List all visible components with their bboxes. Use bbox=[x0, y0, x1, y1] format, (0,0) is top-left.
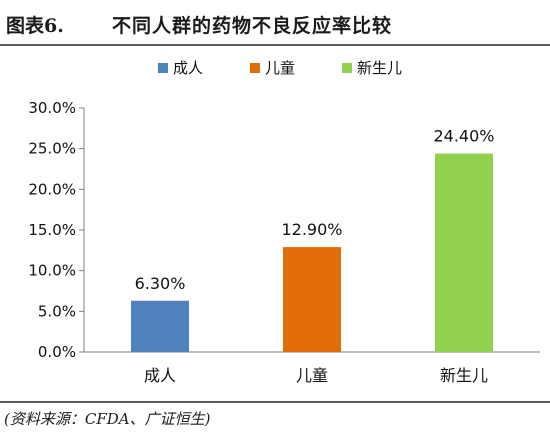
source-note: (资料来源：CFDA、广证恒生) bbox=[4, 410, 211, 428]
legend-swatch bbox=[250, 63, 260, 73]
data-label: 6.30% bbox=[135, 274, 186, 293]
y-tick-label: 30.0% bbox=[28, 99, 76, 117]
y-tick-label: 20.0% bbox=[28, 180, 76, 198]
bar-chart: 0.0% 5.0% 10.0% 15.0% 20.0% 25.0% 30.0% 6.30% 成人… bbox=[28, 59, 540, 385]
y-tick-label: 15.0% bbox=[28, 221, 76, 239]
figure-title: 不同人群的药物不良反应率比较 bbox=[112, 15, 393, 37]
y-tick-label: 0.0% bbox=[38, 343, 76, 361]
bar bbox=[435, 153, 493, 352]
bar bbox=[283, 247, 341, 352]
y-tick-label: 10.0% bbox=[28, 262, 76, 280]
y-tick-label: 5.0% bbox=[38, 302, 76, 320]
data-label: 24.40% bbox=[433, 127, 494, 146]
x-tick-label: 儿童 bbox=[296, 366, 328, 385]
data-label: 12.90% bbox=[281, 220, 342, 239]
y-tick-label: 25.0% bbox=[28, 140, 76, 158]
legend-label: 儿童 bbox=[265, 59, 295, 77]
legend-swatch bbox=[342, 63, 352, 73]
x-tick-label: 成人 bbox=[144, 366, 176, 385]
legend-label: 成人 bbox=[173, 59, 203, 77]
legend-swatch bbox=[158, 63, 168, 73]
header-divider bbox=[0, 44, 550, 46]
footer-divider bbox=[0, 401, 550, 403]
legend-label: 新生儿 bbox=[357, 59, 402, 77]
figure-label: 图表6. bbox=[6, 15, 64, 37]
x-tick-label: 新生儿 bbox=[440, 366, 488, 385]
figure-header: 图表6. 不同人群的药物不良反应率比较 bbox=[0, 0, 550, 44]
bar bbox=[131, 300, 189, 352]
